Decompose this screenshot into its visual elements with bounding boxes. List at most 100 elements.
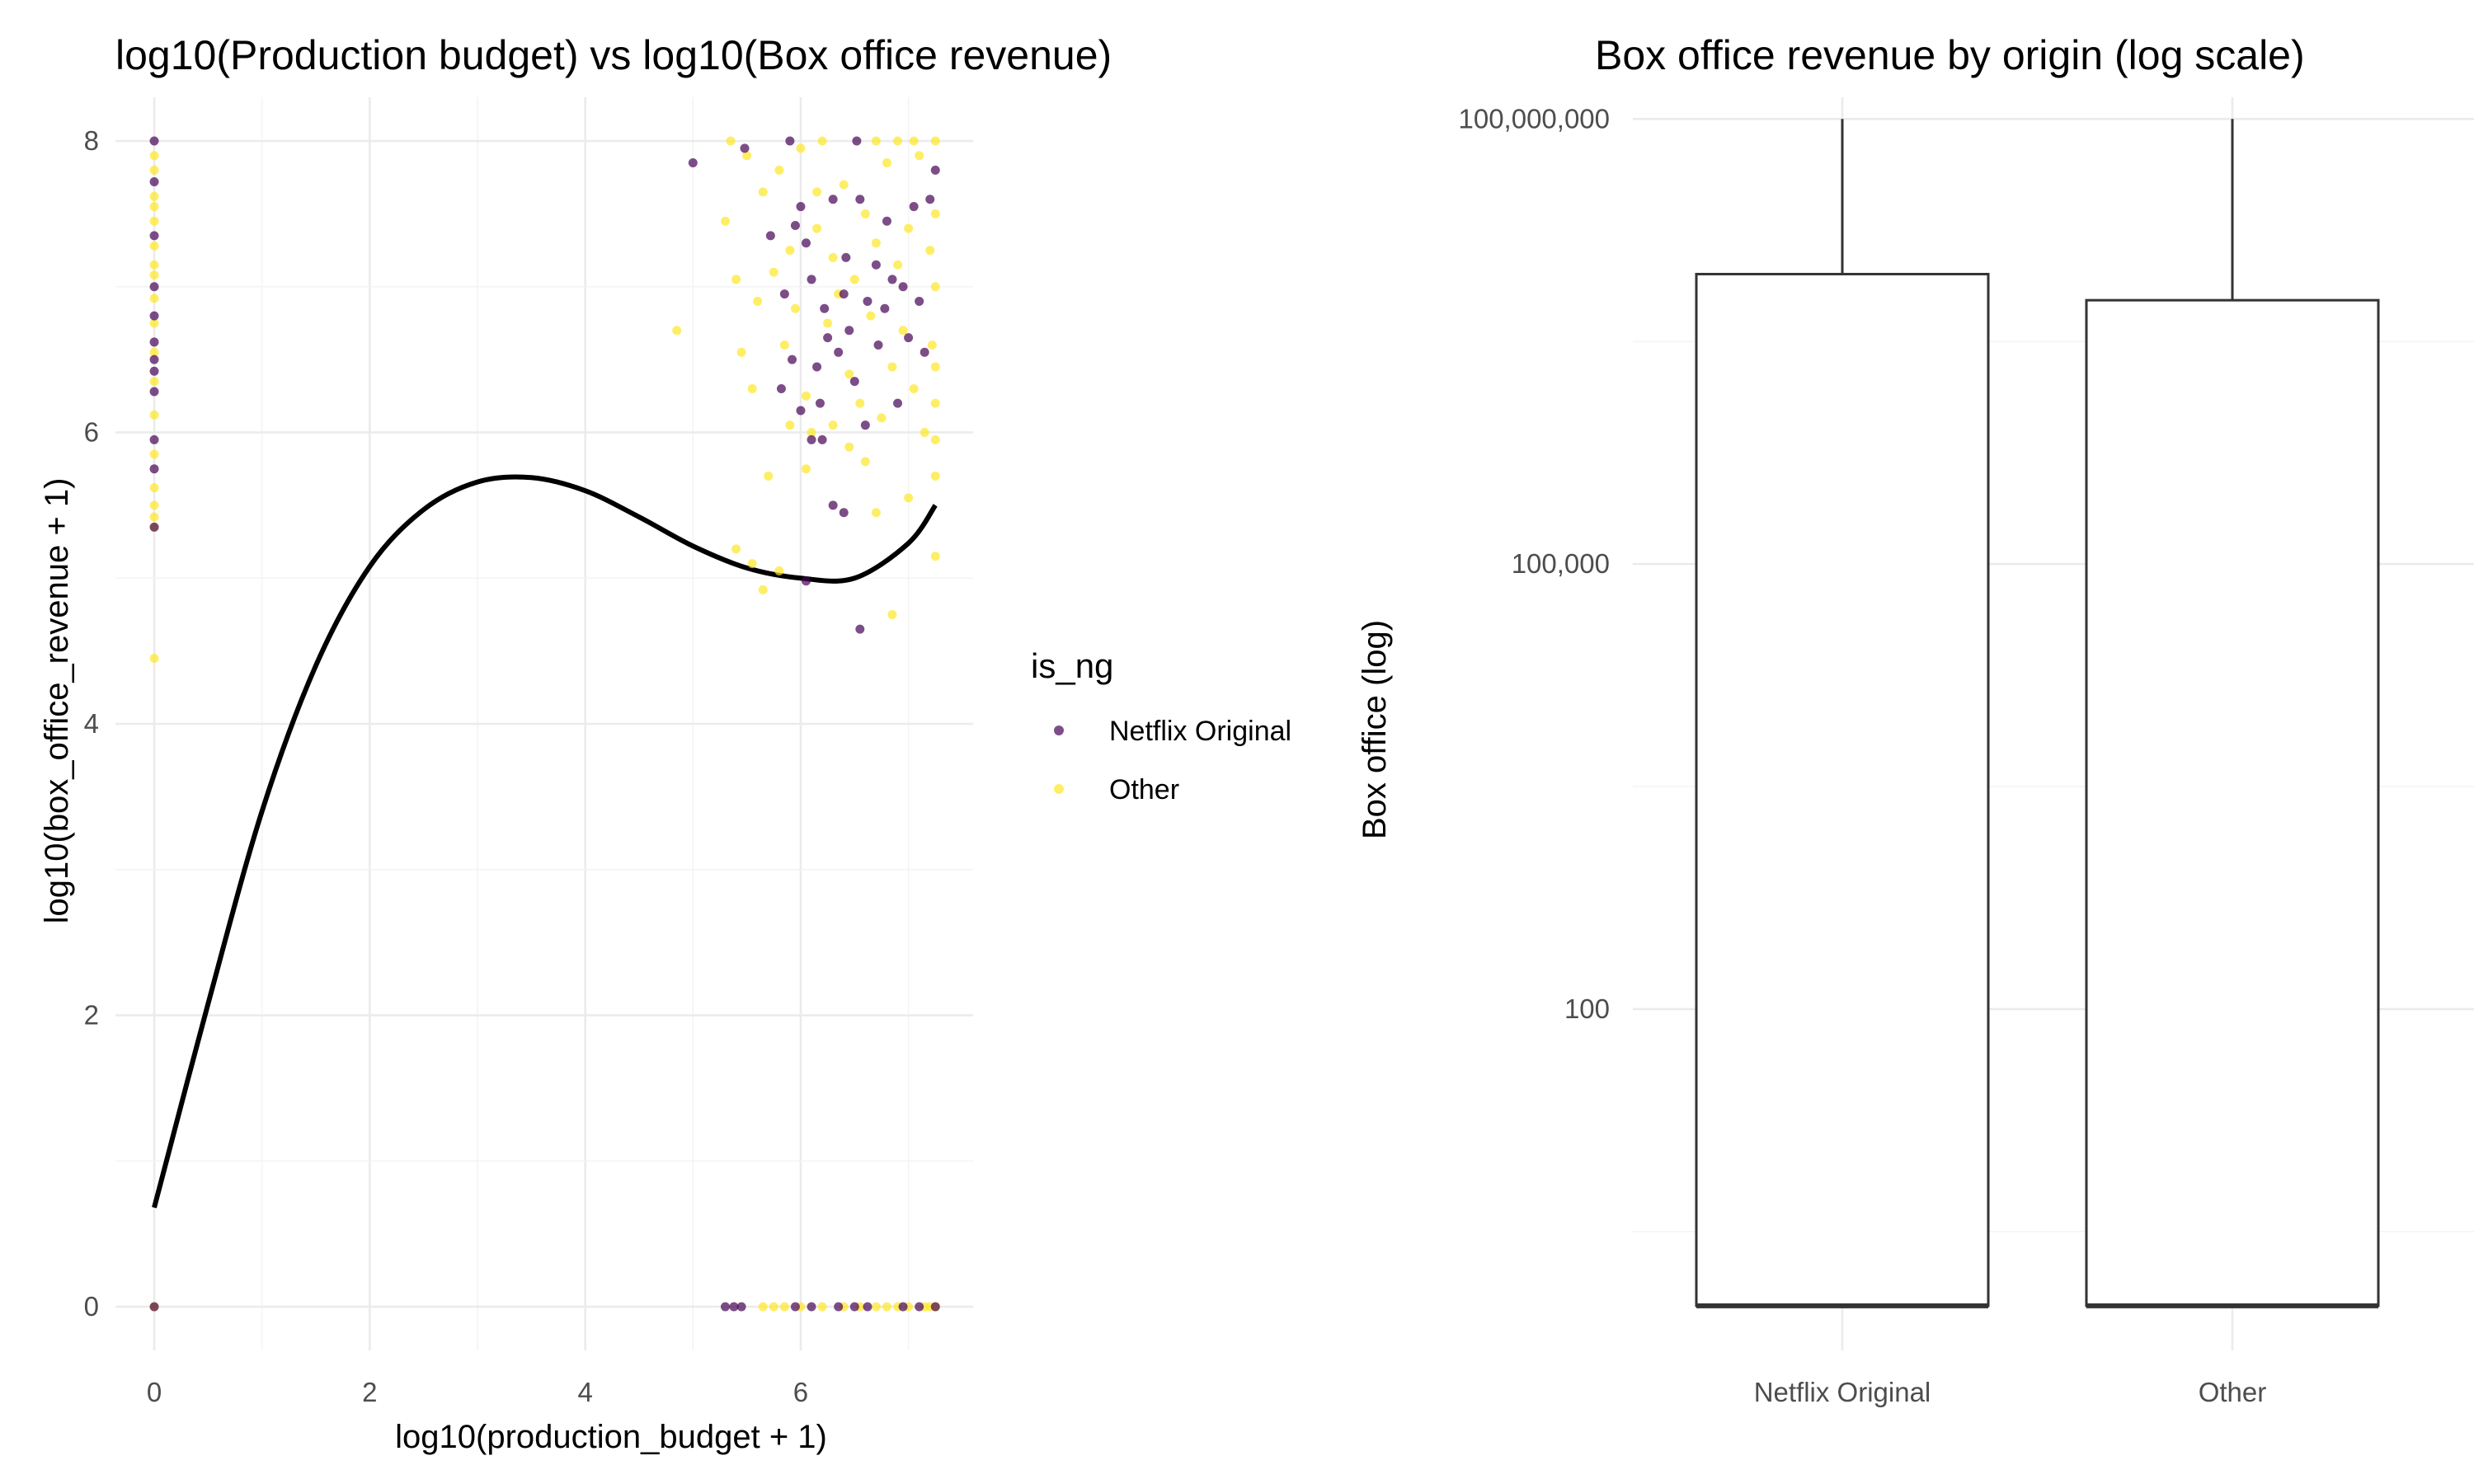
- point-netflix-original: [149, 464, 159, 474]
- point-other: [871, 508, 881, 518]
- point-other: [149, 165, 159, 175]
- scatter-x-tick-label: 4: [577, 1377, 592, 1407]
- point-other: [887, 609, 897, 619]
- point-other: [860, 457, 870, 467]
- point-netflix-original: [855, 624, 865, 634]
- point-netflix-original: [736, 1302, 746, 1312]
- point-netflix-original: [920, 347, 929, 357]
- point-other: [909, 136, 919, 146]
- point-netflix-original: [817, 434, 827, 444]
- point-other: [149, 270, 159, 280]
- smooth-trend-line: [152, 474, 938, 1209]
- point-netflix-original: [785, 136, 795, 146]
- point-other: [930, 209, 940, 218]
- point-other: [893, 260, 903, 270]
- point-netflix-original: [149, 282, 159, 292]
- point-other: [828, 252, 838, 262]
- point-other: [769, 267, 778, 277]
- point-other: [839, 180, 849, 190]
- point-other: [149, 410, 159, 420]
- point-other: [844, 369, 854, 379]
- point-other: [909, 383, 919, 393]
- scatter-x-tick-label: 0: [147, 1377, 162, 1407]
- point-netflix-original: [149, 311, 159, 321]
- point-netflix-original: [849, 377, 859, 387]
- point-other: [149, 377, 159, 387]
- point-other: [925, 246, 935, 256]
- point-netflix-original: [860, 420, 870, 430]
- point-other: [149, 500, 159, 510]
- point-other: [790, 303, 800, 313]
- scatter-y-tick-label: 2: [84, 999, 99, 1030]
- point-netflix-original: [909, 202, 919, 212]
- scatter-tick-labels: 0 2 4 6 0 2 4 6 8: [84, 125, 808, 1407]
- point-netflix-original: [841, 252, 851, 262]
- scatter-y-tick-label: 6: [84, 417, 99, 448]
- point-netflix-original: [880, 303, 890, 313]
- point-netflix-original: [149, 355, 159, 364]
- point-other: [801, 464, 811, 474]
- point-netflix-original: [898, 282, 908, 292]
- box-y-tick-label: 100: [1564, 993, 1610, 1024]
- point-netflix-original: [852, 136, 862, 146]
- point-netflix-original: [834, 347, 844, 357]
- point-other: [149, 241, 159, 251]
- point-netflix-original: [815, 398, 825, 408]
- point-other: [887, 362, 897, 372]
- point-netflix-original: [887, 275, 897, 284]
- point-other: [149, 318, 159, 328]
- point-other: [812, 223, 822, 233]
- point-other: [731, 275, 741, 284]
- point-netflix-original: [796, 202, 806, 212]
- point-netflix-original: [149, 522, 159, 532]
- point-other: [779, 340, 789, 350]
- point-other: [920, 428, 929, 438]
- scatter-y-tick-label: 4: [84, 708, 99, 739]
- point-netflix-original: [828, 500, 838, 510]
- point-other: [149, 512, 159, 522]
- point-netflix-original: [849, 1302, 859, 1312]
- point-netflix-original: [765, 231, 775, 241]
- box-body-netflix-original: [1695, 272, 1990, 1308]
- legend-title: is_ng: [1031, 646, 1113, 685]
- point-netflix-original: [898, 1302, 908, 1312]
- point-other: [871, 238, 881, 248]
- point-netflix-original: [839, 289, 849, 299]
- point-netflix-original: [149, 1302, 159, 1312]
- point-netflix-original: [828, 195, 838, 204]
- scatter-smooth-layer: [152, 474, 938, 1209]
- point-netflix-original: [807, 275, 816, 284]
- point-other: [930, 362, 940, 372]
- point-netflix-original: [863, 1302, 872, 1312]
- scatter-title: log10(Production budget) vs log10(Box of…: [115, 32, 1112, 78]
- point-netflix-original: [871, 260, 881, 270]
- legend: is_ng Netflix Original Other: [1031, 646, 1291, 805]
- point-other: [812, 187, 822, 197]
- point-other: [866, 311, 876, 321]
- scatter-y-tick-label: 8: [84, 125, 99, 156]
- point-other: [149, 216, 159, 226]
- point-other: [672, 326, 682, 336]
- point-netflix-original: [149, 387, 159, 397]
- point-other: [747, 559, 757, 569]
- point-netflix-original: [740, 143, 750, 153]
- point-other: [828, 420, 838, 430]
- point-netflix-original: [807, 434, 816, 444]
- point-other: [801, 391, 811, 401]
- box-title: Box office revenue by origin (log scale): [1595, 32, 2305, 78]
- point-other: [893, 136, 903, 146]
- legend-key-netflix-original: [1054, 726, 1064, 735]
- point-other: [807, 428, 816, 438]
- point-other: [930, 472, 940, 481]
- point-netflix-original: [915, 296, 924, 306]
- point-netflix-original: [801, 576, 811, 586]
- point-netflix-original: [149, 177, 159, 187]
- point-netflix-original: [904, 333, 914, 343]
- point-other: [742, 151, 752, 161]
- point-other: [149, 191, 159, 201]
- point-other: [149, 347, 159, 357]
- point-other: [731, 544, 741, 554]
- box-tick-labels: 100 100,000 100,000,000 Netflix Original Oth…: [1458, 103, 2266, 1407]
- point-other: [877, 413, 887, 423]
- point-other: [779, 1302, 789, 1312]
